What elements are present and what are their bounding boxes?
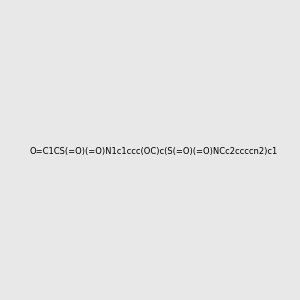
Text: O=C1CS(=O)(=O)N1c1ccc(OC)c(S(=O)(=O)NCc2ccccn2)c1: O=C1CS(=O)(=O)N1c1ccc(OC)c(S(=O)(=O)NCc2… [30,147,278,156]
